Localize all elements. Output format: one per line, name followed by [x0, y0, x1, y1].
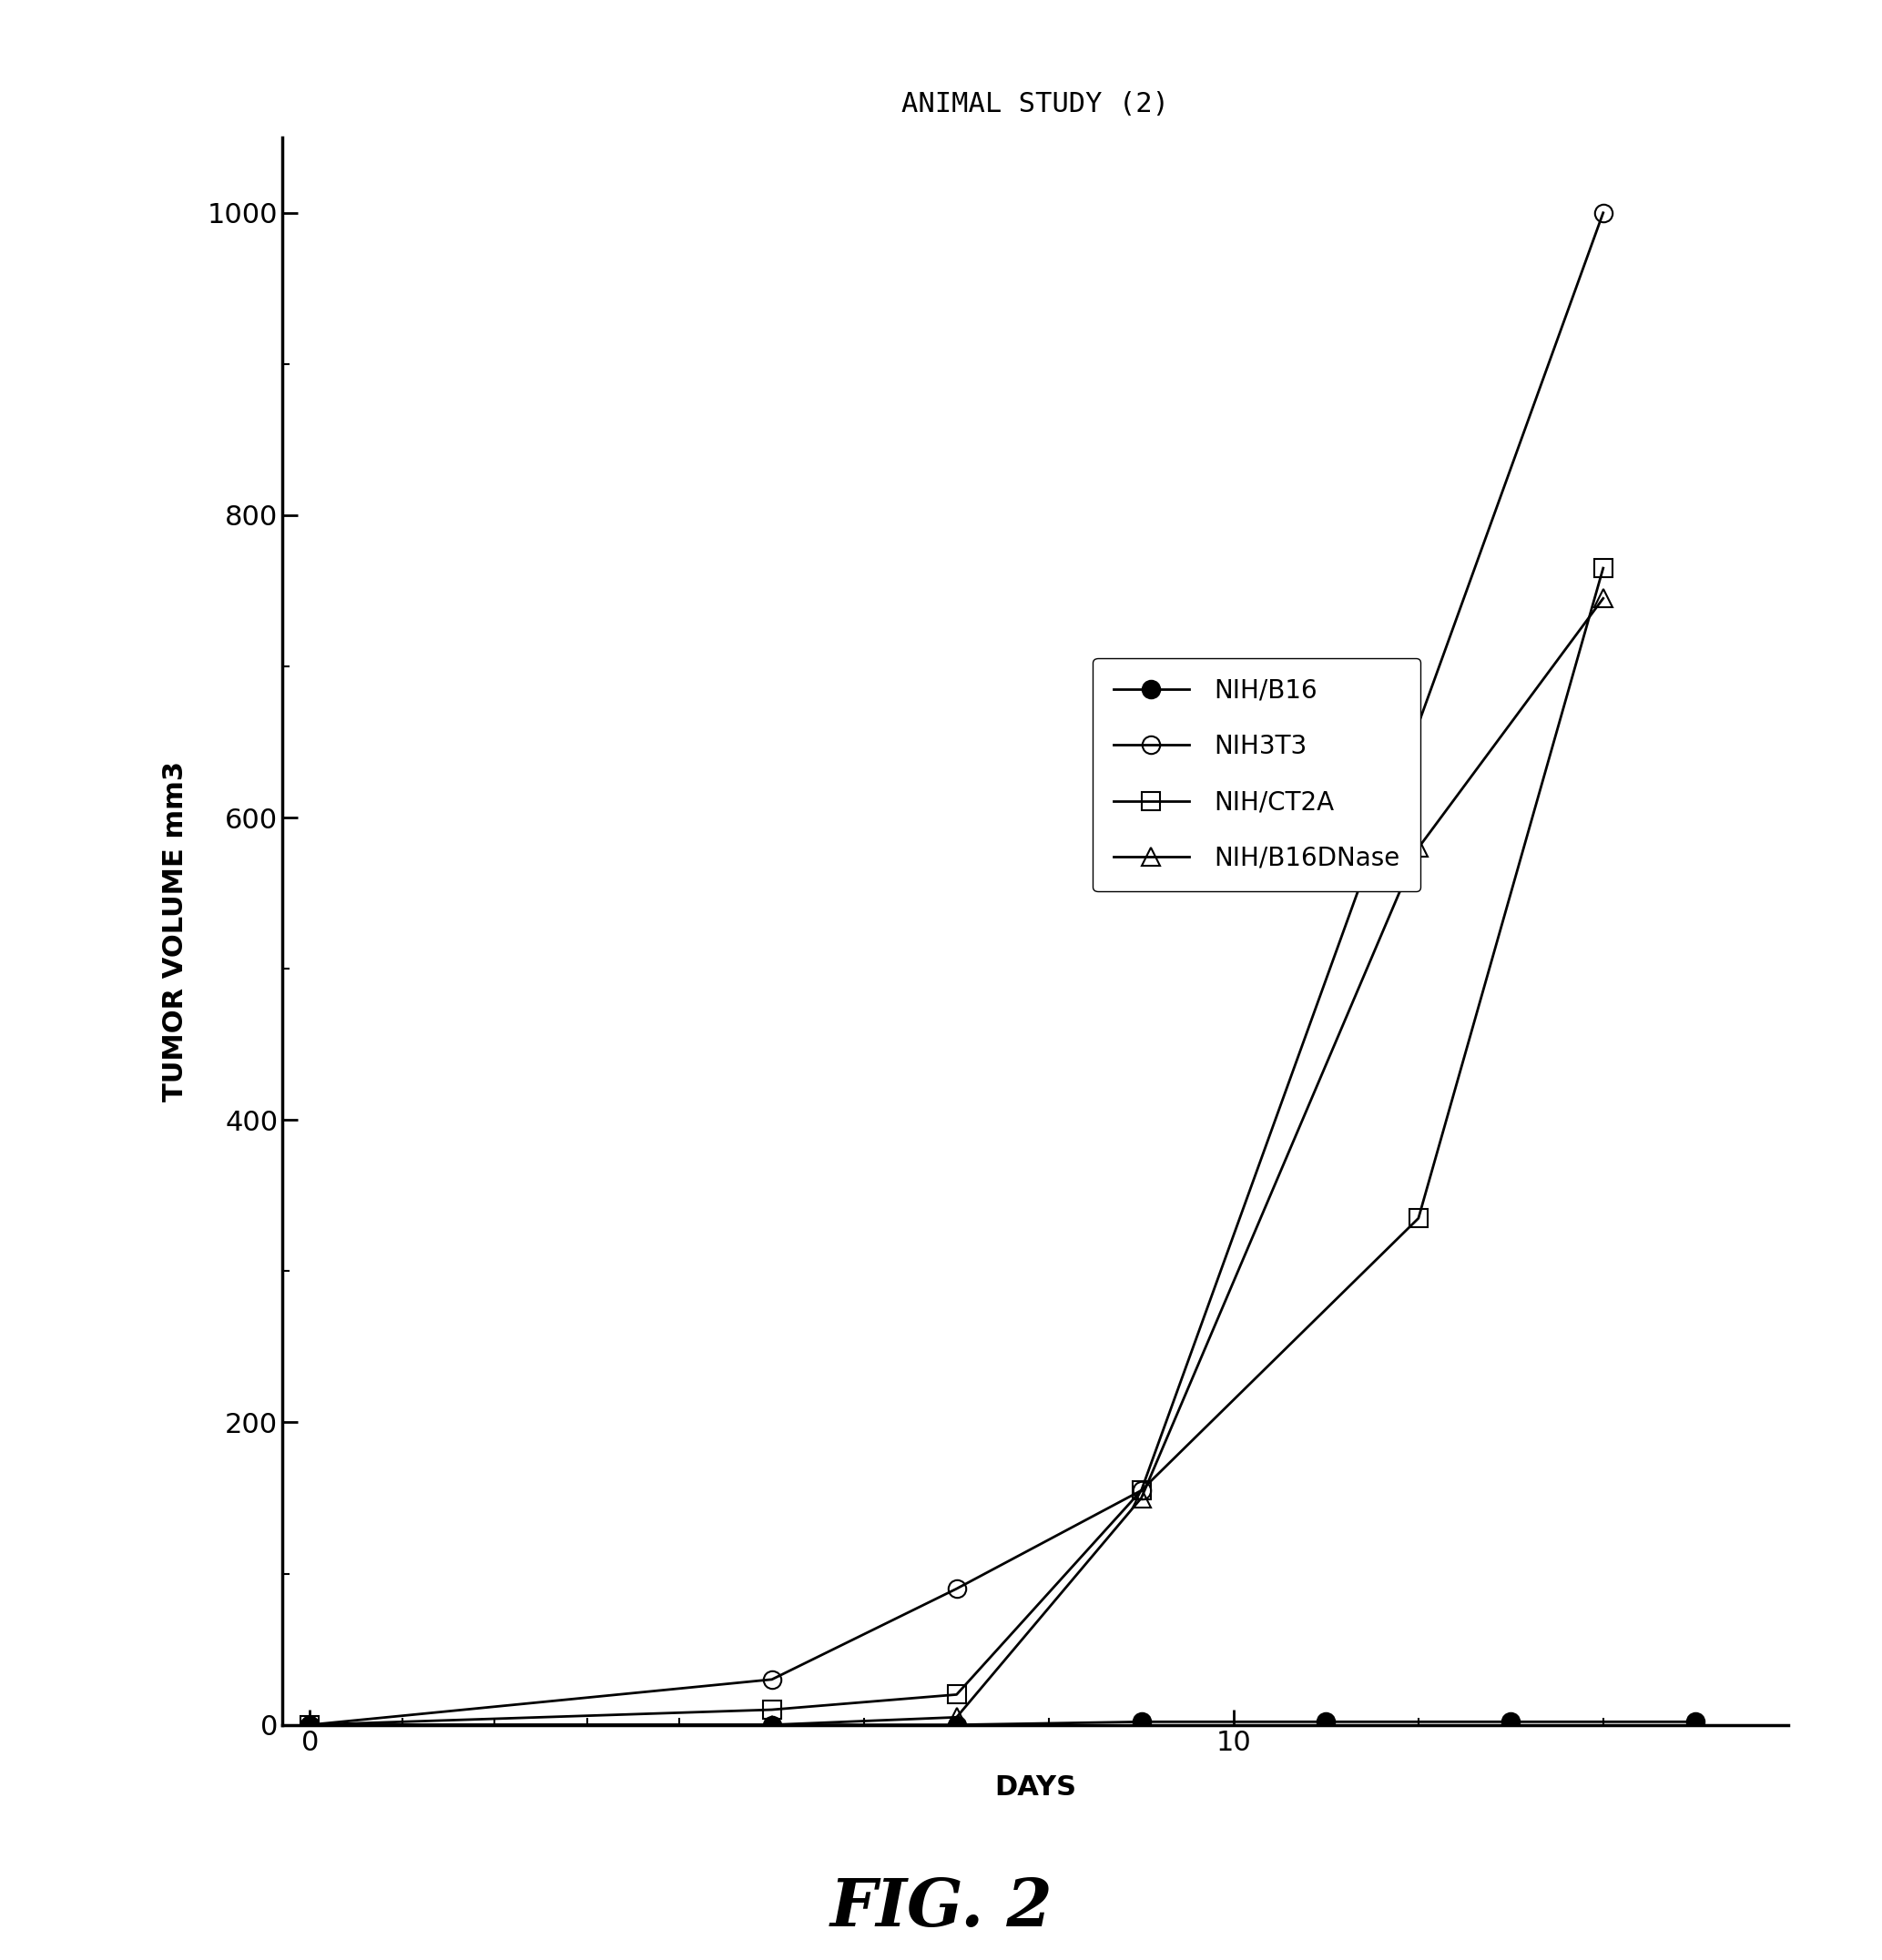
- NIH3T3: [945, 1578, 967, 1601]
- NIH/B16: [945, 1713, 967, 1737]
- NIH3T3: [299, 1713, 322, 1737]
- NIH/B16: [760, 1713, 783, 1737]
- NIH/CT2A: [299, 1713, 322, 1737]
- NIH3T3: [1129, 1478, 1152, 1501]
- NIH/B16DNase: [1408, 837, 1430, 860]
- NIH/B16: [1316, 1709, 1338, 1733]
- NIH/B16: [299, 1713, 322, 1737]
- NIH/CT2A: [760, 1697, 783, 1721]
- NIH/CT2A: [1408, 1207, 1430, 1231]
- Line: NIH3T3: NIH3T3: [301, 204, 1613, 1735]
- Line: NIH/B16: NIH/B16: [301, 1713, 1705, 1735]
- Y-axis label: TUMOR VOLUME mm3: TUMOR VOLUME mm3: [162, 760, 188, 1102]
- NIH/B16: [1129, 1709, 1152, 1733]
- NIH/B16DNase: [1129, 1486, 1152, 1509]
- NIH/B16DNase: [760, 1713, 783, 1737]
- Text: FIG. 2: FIG. 2: [830, 1876, 1052, 1940]
- NIH/CT2A: [945, 1684, 967, 1707]
- NIH/B16: [1684, 1709, 1707, 1733]
- X-axis label: DAYS: DAYS: [994, 1774, 1077, 1801]
- NIH/B16DNase: [945, 1705, 967, 1729]
- NIH3T3: [1592, 202, 1615, 225]
- Line: NIH/CT2A: NIH/CT2A: [301, 559, 1613, 1735]
- NIH3T3: [760, 1668, 783, 1691]
- Line: NIH/B16DNase: NIH/B16DNase: [301, 590, 1613, 1735]
- Title: ANIMAL STUDY (2): ANIMAL STUDY (2): [901, 90, 1169, 118]
- NIH/B16: [1500, 1709, 1523, 1733]
- NIH/B16DNase: [299, 1713, 322, 1737]
- NIH/CT2A: [1129, 1478, 1152, 1501]
- Legend: NIH/B16, NIH3T3, NIH/CT2A, NIH/B16DNase: NIH/B16, NIH3T3, NIH/CT2A, NIH/B16DNase: [1093, 659, 1421, 892]
- NIH/CT2A: [1592, 557, 1615, 580]
- NIH/B16DNase: [1592, 586, 1615, 610]
